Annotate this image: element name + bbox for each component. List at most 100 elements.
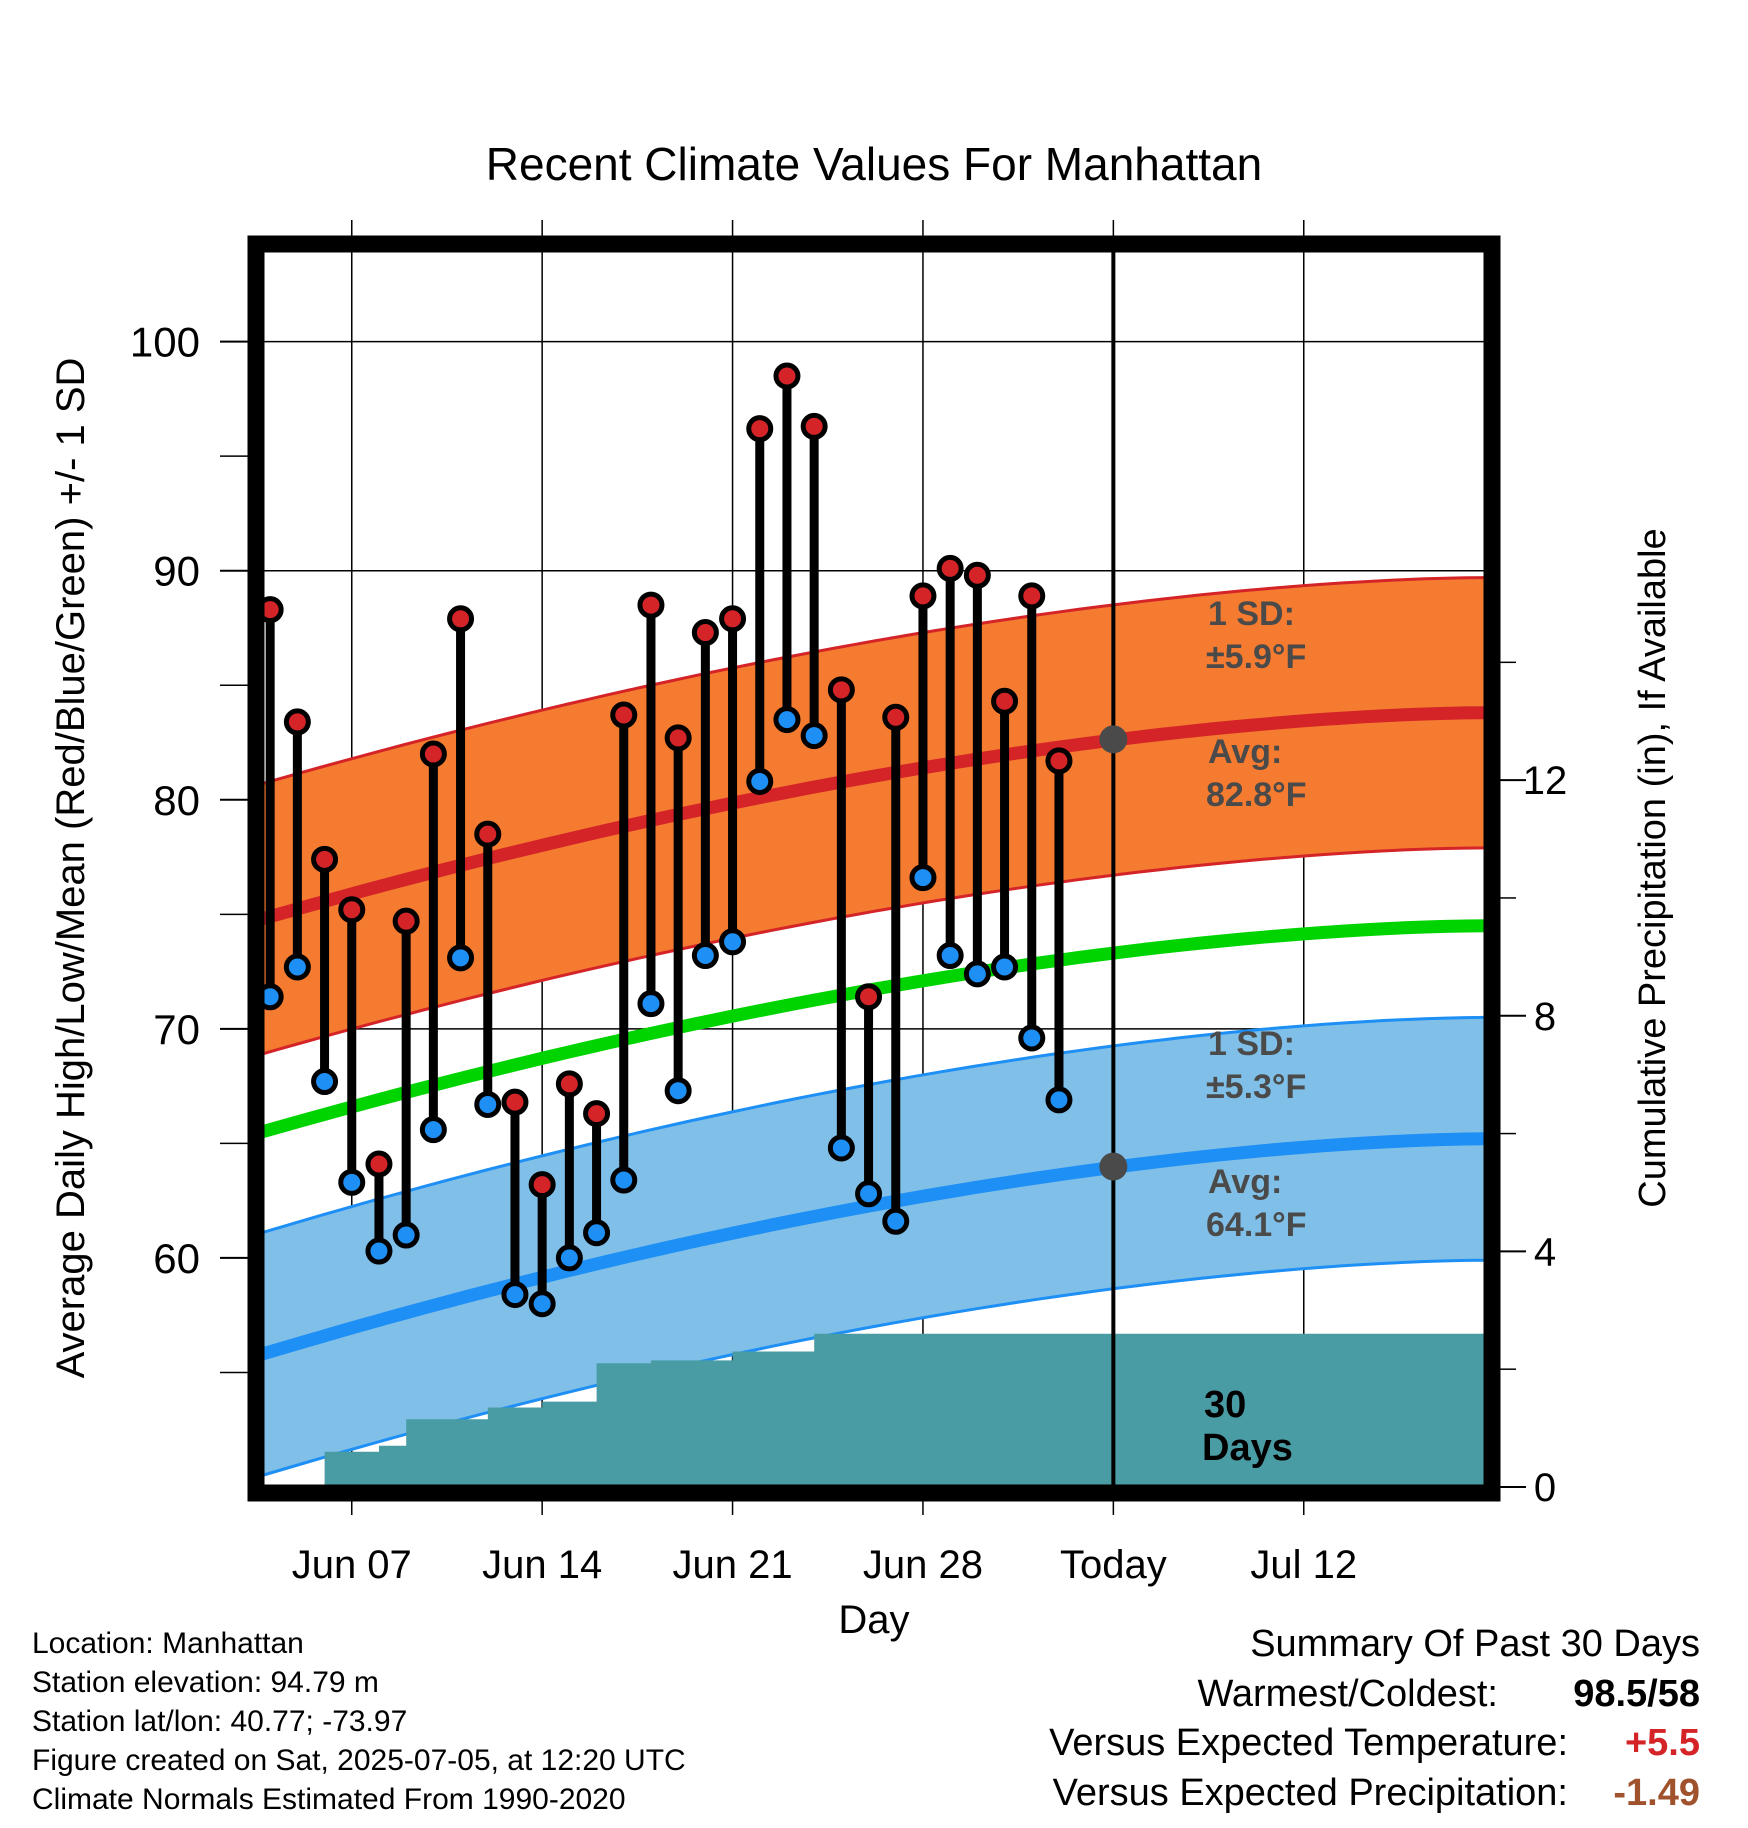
info-location: Location: Manhattan (32, 1627, 304, 1660)
observed-temperatures (256, 362, 1073, 1318)
daily-low-point (311, 1068, 339, 1096)
daily-low-point (773, 706, 801, 734)
daily-high-point (392, 907, 420, 935)
daily-low-point (474, 1090, 502, 1118)
daily-low-point (963, 960, 991, 988)
daily-high-point (963, 561, 991, 589)
y-tick-label: 100 (130, 319, 200, 366)
x-tick-label: Jun 07 (292, 1543, 412, 1587)
x-tick-label: Jun 28 (863, 1543, 983, 1587)
x-tick-label: Today (1060, 1543, 1167, 1587)
chart-title: Recent Climate Values For Manhattan (486, 138, 1262, 190)
daily-low-point (610, 1166, 638, 1194)
low-avg-value: 64.1°F (1206, 1206, 1307, 1244)
daily-low-point (637, 990, 665, 1018)
info-normals: Climate Normals Estimated From 1990-2020 (32, 1783, 626, 1816)
days-label-number: 30 (1204, 1384, 1246, 1426)
low-avg-label: Avg: (1208, 1163, 1282, 1201)
daily-low-point (691, 942, 719, 970)
daily-high-point (691, 619, 719, 647)
axes: 60 70 80 90 100 0 4 8 12 Jun 07 Jun 14 Jun 21 Jun 28… (49, 235, 1674, 1642)
daily-low-point (827, 1134, 855, 1162)
daily-high-point (773, 362, 801, 390)
y-axis-label: Average Daily High/Low/Mean (Red/Blue/Gr… (49, 358, 93, 1379)
daily-low-point (419, 1116, 447, 1144)
daily-high-point (1045, 747, 1073, 775)
daily-high-point (909, 582, 937, 610)
daily-low-point (882, 1207, 910, 1235)
daily-high-point (637, 591, 665, 619)
precip-area (262, 1333, 1495, 1487)
high-avg-value: 82.8°F (1206, 776, 1307, 814)
summary-title: Summary Of Past 30 Days (1250, 1623, 1700, 1665)
daily-low-point (991, 953, 1019, 981)
summary-temp-value: +5.5 (1624, 1722, 1700, 1764)
daily-low-point (800, 722, 828, 750)
daily-high-point (610, 701, 638, 729)
y2-tick-label: 0 (1534, 1466, 1556, 1510)
daily-low-point (392, 1221, 420, 1249)
daily-high-point (855, 983, 883, 1011)
low-sd-upper-line (261, 1015, 1487, 1235)
today-high-avg-marker (1099, 725, 1128, 754)
daily-high-point (746, 415, 774, 443)
daily-low-point (365, 1237, 393, 1265)
daily-high-point (283, 708, 311, 736)
daily-high-point (311, 845, 339, 873)
low-sd-value: ±5.3°F (1206, 1068, 1306, 1106)
high-sd-label: 1 SD: (1208, 595, 1295, 633)
high-sd-lower-line (261, 846, 1487, 1056)
summary-precip-value: -1.49 (1613, 1772, 1700, 1814)
summary-warm-cold-label: Warmest/Coldest: (1197, 1673, 1498, 1715)
daily-high-point (991, 687, 1019, 715)
summary-temp-label: Versus Expected Temperature: (1049, 1722, 1568, 1764)
y-tick-label: 90 (153, 548, 200, 595)
summary-cold-value: /58 (1647, 1673, 1700, 1715)
daily-high-point (1018, 582, 1046, 610)
low-sd-lower-line (261, 1258, 1487, 1477)
x-tick-label: Jun 14 (482, 1543, 602, 1587)
y2-axis-label: Cumulative Precipitation (in), If Availa… (1632, 528, 1674, 1207)
daily-low-point (583, 1219, 611, 1247)
daily-low-point (555, 1244, 583, 1272)
daily-low-point (447, 944, 475, 972)
daily-high-point (664, 724, 692, 752)
daily-low-point (855, 1180, 883, 1208)
daily-low-point (746, 767, 774, 795)
y-tick-label: 80 (153, 777, 200, 824)
low-sd-band (262, 1017, 1486, 1476)
today-low-avg-marker (1099, 1152, 1128, 1181)
summary-precip-label: Versus Expected Precipitation: (1052, 1772, 1568, 1814)
daily-high-point (338, 896, 366, 924)
daily-high-point (800, 412, 828, 440)
high-avg-line (260, 706, 1487, 926)
info-elevation: Station elevation: 94.79 m (32, 1666, 379, 1699)
y2-tick-label: 12 (1523, 759, 1568, 803)
plot-frame (247, 235, 1501, 1502)
daily-low-point (338, 1168, 366, 1196)
daily-low-point (909, 864, 937, 892)
x-tick-label: Jul 12 (1250, 1543, 1357, 1587)
daily-high-point (936, 554, 964, 582)
daily-high-point (501, 1088, 529, 1116)
daily-high-point (528, 1171, 556, 1199)
daily-low-point (528, 1290, 556, 1318)
daily-high-point (719, 605, 747, 633)
high-sd-band (262, 577, 1486, 1055)
daily-high-point (365, 1150, 393, 1178)
daily-high-point (419, 740, 447, 768)
summary-warm-value: 98.5 (1573, 1673, 1648, 1715)
y2-tick-label: 8 (1534, 995, 1556, 1039)
daily-high-point (827, 676, 855, 704)
precipitation-area (262, 1333, 1495, 1487)
normals-bands (260, 576, 1487, 1477)
daily-high-point (474, 820, 502, 848)
daily-low-point (283, 953, 311, 981)
high-avg-label: Avg: (1208, 733, 1282, 771)
x-axis-label: Day (838, 1598, 909, 1642)
info-latlon: Station lat/lon: 40.77; -73.97 (32, 1705, 408, 1738)
daily-high-point (555, 1070, 583, 1098)
daily-high-point (447, 605, 475, 633)
annotations: 1 SD: ±5.9°F Avg: 82.8°F 1 SD: ±5.3°F Avg: 64.1… (1099, 250, 1307, 1487)
